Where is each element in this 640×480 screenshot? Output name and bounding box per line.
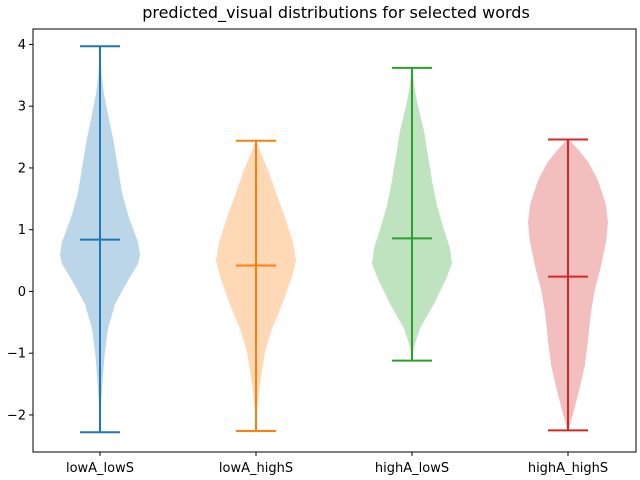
y-tick-label: −2 <box>7 408 26 423</box>
y-tick-label: 4 <box>18 38 26 53</box>
chart-title: predicted_visual distributions for selec… <box>142 3 530 23</box>
y-tick-label: −1 <box>7 347 26 362</box>
y-tick-label: 1 <box>18 223 26 238</box>
x-tick-label: lowA_lowS <box>66 461 134 476</box>
x-tick-label: highA_lowS <box>375 461 449 476</box>
y-tick-label: 0 <box>18 285 26 300</box>
y-tick-label: 2 <box>18 161 26 176</box>
plot-area <box>60 45 608 434</box>
axes: −2 −1 0 1 2 3 4 lowA_lowS lowA_highS highA_lowS hi… <box>7 38 608 476</box>
plot-frame <box>32 28 637 453</box>
x-tick-label: lowA_highS <box>219 461 293 476</box>
x-tick-label: highA_highS <box>528 461 608 476</box>
y-tick-label: 3 <box>18 100 26 115</box>
